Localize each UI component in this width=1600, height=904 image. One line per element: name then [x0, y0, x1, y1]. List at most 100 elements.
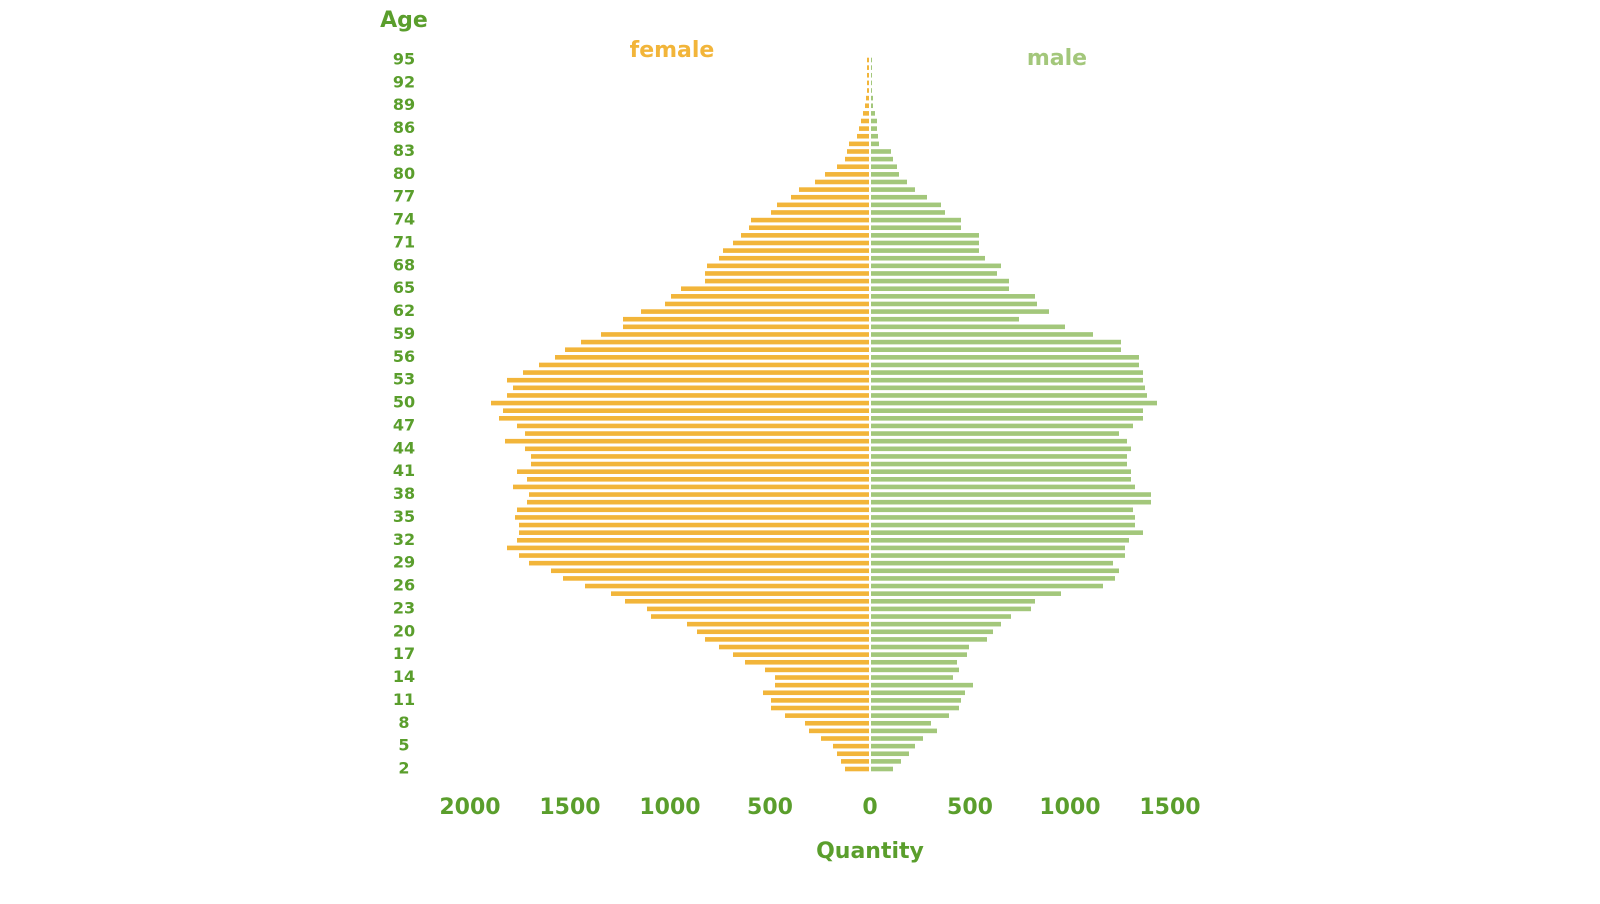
- bar: [847, 149, 869, 154]
- bar: [871, 416, 1143, 421]
- y-tick-label: 38: [393, 484, 415, 503]
- bar: [651, 614, 869, 619]
- bar: [871, 644, 969, 650]
- bar: [871, 446, 1131, 452]
- bar: [859, 126, 869, 131]
- bar: [871, 156, 893, 162]
- bar: [867, 65, 869, 70]
- bar: [499, 416, 869, 421]
- bar: [871, 408, 1143, 413]
- bar: [871, 583, 1103, 589]
- bar: [581, 339, 869, 345]
- bar: [529, 492, 869, 497]
- bar: [871, 431, 1119, 436]
- bar: [871, 286, 1009, 292]
- bar: [871, 743, 915, 749]
- bar: [871, 522, 1135, 528]
- bar: [517, 469, 869, 474]
- y-tick-label: 47: [393, 415, 415, 434]
- bar: [771, 210, 869, 215]
- bar: [707, 263, 869, 269]
- bar: [517, 507, 869, 513]
- bar: [871, 568, 1119, 574]
- y-tick-label: 92: [393, 72, 415, 91]
- bar: [531, 454, 869, 459]
- bar: [871, 759, 901, 764]
- bar: [871, 385, 1145, 391]
- bar: [671, 294, 869, 299]
- bar: [625, 598, 869, 604]
- bar: [513, 484, 869, 490]
- bar: [491, 400, 869, 406]
- bar: [871, 659, 957, 665]
- bar: [871, 294, 1035, 299]
- bar: [871, 72, 872, 78]
- bar: [871, 553, 1125, 558]
- bar: [733, 240, 869, 246]
- bar: [871, 233, 979, 238]
- bar: [871, 728, 937, 734]
- bar: [871, 484, 1135, 490]
- y-tick-label: 2: [398, 759, 409, 778]
- bar: [565, 347, 869, 352]
- bar: [871, 438, 1127, 444]
- bar: [519, 522, 869, 528]
- bar: [519, 530, 869, 535]
- bar: [871, 263, 1001, 269]
- y-tick-label: 23: [393, 598, 415, 617]
- y-tick-label: 74: [393, 210, 415, 229]
- y-tick-label: 44: [393, 438, 415, 457]
- bar: [815, 179, 869, 185]
- bar: [623, 324, 869, 330]
- bar: [857, 133, 869, 139]
- bar: [871, 271, 997, 276]
- bar: [791, 194, 869, 200]
- bar: [871, 705, 959, 711]
- bar: [745, 659, 869, 665]
- bar: [687, 621, 869, 627]
- bar: [833, 743, 869, 749]
- x-tick-label: 500: [747, 795, 793, 820]
- bar: [585, 583, 869, 589]
- bar: [777, 202, 869, 208]
- bar: [871, 80, 872, 86]
- bar: [863, 111, 869, 116]
- x-tick-label: 1500: [1139, 795, 1200, 820]
- bar: [775, 675, 869, 680]
- y-tick-label: 62: [393, 301, 415, 320]
- x-tick-label: 1500: [539, 795, 600, 820]
- bar: [551, 568, 869, 574]
- bar: [751, 217, 869, 223]
- bar: [539, 362, 869, 368]
- bar: [871, 675, 953, 680]
- bar: [821, 736, 869, 741]
- bar: [867, 57, 869, 63]
- bar: [871, 57, 872, 63]
- bar: [871, 652, 967, 657]
- bar: [871, 202, 941, 208]
- bar: [871, 698, 961, 703]
- y-tick-label: 95: [393, 50, 415, 69]
- y-tick-label: 83: [393, 141, 415, 160]
- bar: [665, 301, 869, 307]
- bar: [871, 637, 987, 642]
- bar: [525, 431, 869, 436]
- bar: [871, 492, 1151, 497]
- x-tick-label: 1000: [639, 795, 700, 820]
- bar: [641, 309, 869, 314]
- bar: [845, 156, 869, 162]
- bar: [871, 187, 915, 192]
- bar: [871, 118, 877, 124]
- bar: [527, 477, 869, 482]
- bar: [871, 339, 1121, 345]
- bar: [871, 141, 879, 147]
- bar: [723, 248, 869, 253]
- bar: [799, 187, 869, 192]
- bar: [871, 164, 897, 170]
- bar: [705, 271, 869, 276]
- bar: [871, 400, 1157, 406]
- bar: [681, 286, 869, 292]
- y-tick-label: 32: [393, 530, 415, 549]
- bar: [871, 545, 1125, 551]
